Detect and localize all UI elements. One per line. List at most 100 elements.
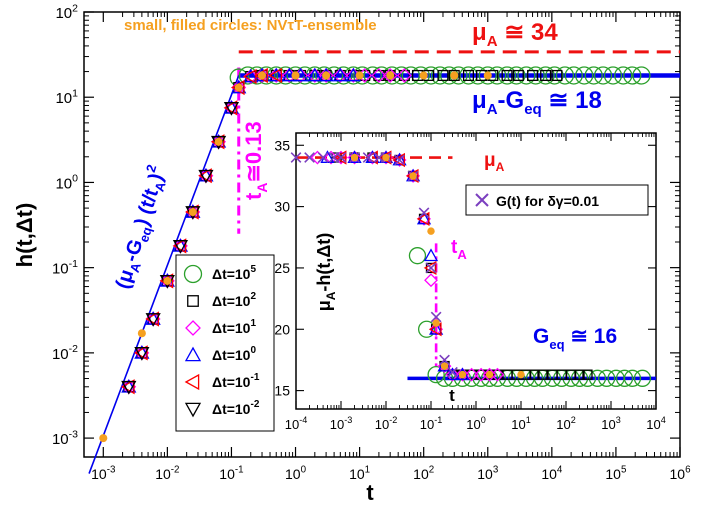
main-y-tick-label: 10-2 [52, 343, 78, 363]
inset-plot: 10-4 10-3 10-2 10-1 100 101 102 103 104 15 20 25 30 3… [274, 132, 666, 432]
main-point [332, 68, 348, 83]
inset-point [440, 362, 449, 370]
legend-label-4: Δt=10-1 [212, 372, 260, 390]
inset-point [582, 369, 593, 380]
inset-point [418, 207, 430, 219]
inset-point [417, 320, 436, 338]
main-point [223, 102, 240, 116]
legend-marker-4 [184, 373, 200, 391]
main-point [632, 66, 651, 85]
legend-markers [183, 264, 203, 418]
inset-point [455, 367, 470, 382]
tA-annotation: tA≅0.13 [241, 121, 270, 200]
inset-point [517, 370, 525, 379]
main-point [507, 66, 526, 85]
main-point [332, 67, 348, 82]
main-point [603, 66, 623, 85]
inset-x-tick-label: 10-3 [330, 415, 353, 432]
inset-point [588, 369, 607, 387]
inset-point [537, 369, 548, 380]
inset-point [447, 366, 458, 378]
inset-point [333, 150, 347, 165]
inset-y-tick-label: 25 [274, 260, 290, 276]
main-point [449, 66, 468, 85]
inset-point [409, 172, 417, 180]
main-point [291, 71, 300, 80]
inset-point [423, 248, 439, 262]
legend-marker-1 [187, 295, 199, 307]
main-point [478, 66, 497, 85]
inset-tA-annotation: tA [451, 237, 467, 262]
main-x-tick-label: 105 [605, 465, 627, 482]
main-x-tick-label: 10-2 [155, 465, 179, 482]
main-point [172, 240, 189, 254]
inset-point [464, 367, 479, 382]
main-point [243, 69, 259, 84]
inset-point [429, 322, 444, 337]
main-point [318, 68, 334, 83]
inset-point [424, 273, 438, 288]
inset-point [416, 211, 430, 226]
inset-legend-x-marker [475, 193, 489, 207]
inset-point [423, 260, 437, 276]
inset-legend: G(t) for δγ=0.01 [465, 184, 649, 216]
legend-label-3: Δt=100 [212, 345, 256, 363]
main-point [163, 276, 172, 285]
legend-marker-2 [185, 320, 201, 336]
main-point [540, 69, 552, 81]
main-point [462, 69, 474, 81]
main-y-tick-label: 100 [55, 173, 78, 193]
main-point [564, 66, 583, 85]
plateau-annotation: μA-Geq ≅ 18 [472, 87, 602, 118]
main-y-axis-label: h(t,Δt) [12, 203, 37, 268]
inset-point [529, 369, 540, 380]
main-point [223, 100, 238, 116]
main-point [614, 66, 633, 85]
legend-marker-3 [184, 346, 202, 362]
main-y-tick-label: 10-3 [52, 428, 78, 448]
main-point [121, 380, 137, 395]
main-point [419, 71, 428, 80]
main-y-tick-label: 102 [55, 2, 78, 22]
main-point [137, 329, 146, 338]
main-point [497, 66, 517, 85]
inset-point [439, 354, 450, 366]
inset-point [615, 369, 634, 387]
main-point [555, 66, 575, 85]
inset-point [458, 370, 467, 379]
inset-y-axis-label: μA-h(t,Δt) [314, 233, 338, 312]
main-point [268, 67, 284, 82]
inset-point [485, 370, 494, 379]
inset-point [427, 366, 445, 384]
main-point [382, 68, 398, 83]
main-point [545, 66, 564, 85]
main-point [99, 434, 108, 443]
inset-axis-ticks: 10-4 10-3 10-2 10-1 100 101 102 103 104 15 20 25 30 3… [274, 133, 666, 432]
main-x-axis-label: t [366, 480, 374, 505]
main-legend-box [175, 254, 275, 432]
main-point [234, 83, 243, 92]
main-point [355, 71, 364, 80]
inset-point [406, 169, 421, 183]
inset-point [347, 150, 362, 165]
inset-plot-frame [295, 132, 657, 410]
main-series-layer [99, 66, 651, 443]
main-point [386, 71, 395, 80]
legend-label-5: Δt=10-2 [212, 399, 260, 417]
inset-point [382, 153, 390, 162]
legend-label-2: Δt=101 [212, 318, 256, 336]
main-point [584, 66, 603, 85]
main-point [437, 69, 449, 81]
main-point [254, 68, 270, 83]
inset-point [304, 152, 315, 163]
main-point [396, 68, 412, 83]
inset-series-0 [408, 247, 652, 387]
main-series-6 [99, 71, 492, 443]
inset-point [490, 367, 505, 382]
inset-point [416, 211, 432, 225]
main-point [268, 68, 284, 83]
inset-x-tick-label: 102 [556, 415, 576, 432]
main-point [551, 69, 563, 81]
inset-x-tick-label: 104 [646, 415, 666, 432]
